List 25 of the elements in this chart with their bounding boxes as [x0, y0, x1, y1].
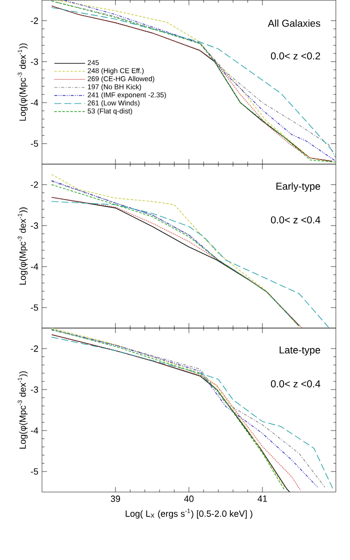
y-axis-title: Log(φ(Mpc$^{-3}$ dex$^{-1}$)): [18, 43, 28, 121]
y-axis-title: Log(φ(Mpc$^{-3}$ dex$^{-1}$)): [18, 207, 28, 285]
y-tick-label: -5: [30, 468, 38, 475]
annotation: 0.0< z <0.2: [271, 52, 320, 60]
y-tick-label: -3: [30, 222, 38, 229]
annotation: All Galaxies: [268, 19, 320, 27]
y-tick-label: -2: [30, 181, 38, 188]
annotation: Early-type: [276, 182, 320, 192]
y-tick-label: -2: [30, 18, 38, 24]
y-tick-label: -3: [30, 386, 38, 393]
y-tick-label: -4: [30, 264, 38, 270]
x-axis-title: Log( L$_{X}$ (ergs s$^{-1}$) [0.5-2.0 keV] ): [126, 508, 252, 519]
y-tick-label: -5: [30, 140, 38, 147]
y-tick-label: -4: [30, 100, 38, 106]
y-tick-label: -2: [30, 345, 38, 352]
x-tick-label: 39: [110, 496, 120, 502]
y-axis-title: Log(φ(Mpc$^{-3}$ dex$^{-1}$)): [18, 371, 28, 449]
x-tick-label: 41: [258, 496, 268, 502]
y-tick-label: -3: [30, 58, 38, 65]
x-tick-label: 40: [184, 496, 194, 502]
y-tick-label: -5: [30, 304, 38, 311]
annotation: 0.0< z <0.4: [271, 380, 320, 388]
annotation: 0.0< z <0.4: [271, 216, 320, 224]
y-tick-label: -4: [30, 427, 38, 434]
annotation: Late-type: [280, 346, 320, 356]
